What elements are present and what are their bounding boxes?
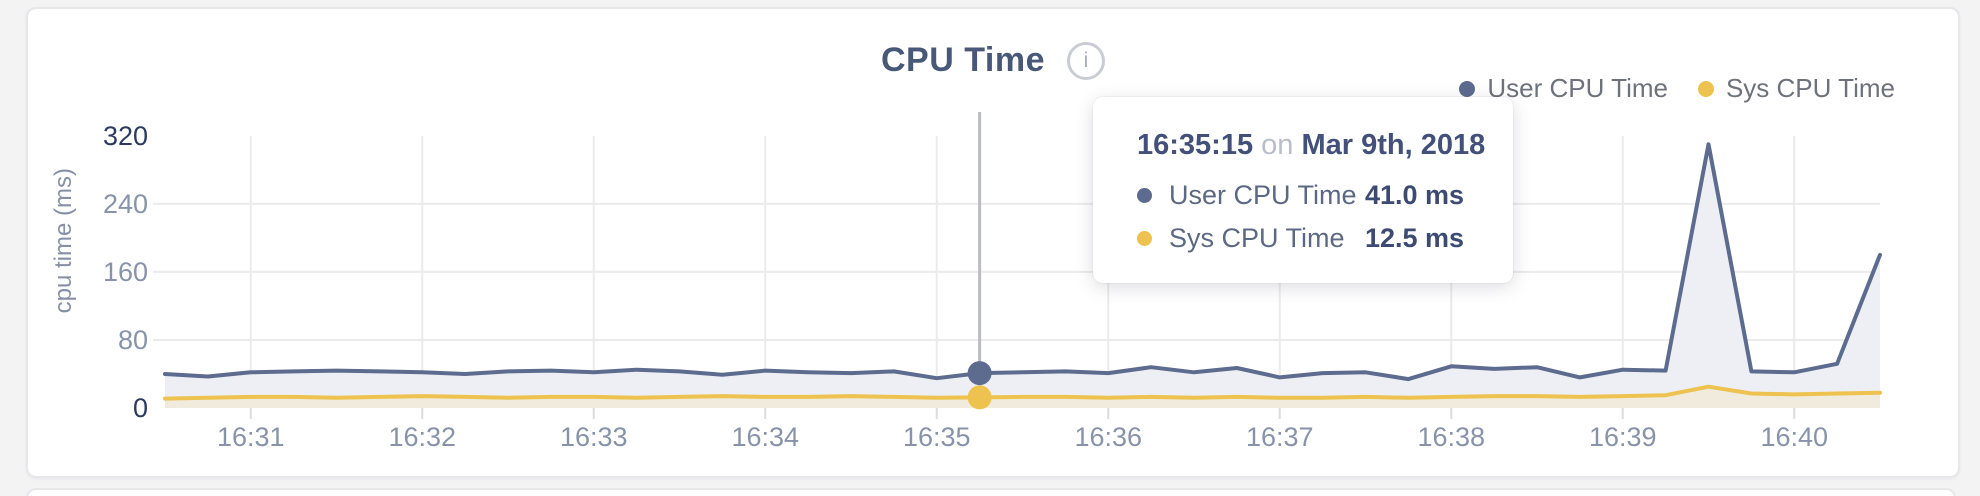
- y-gridlines: [153, 202, 1880, 341]
- tooltip-header: 16:35:15 on Mar 9th, 2018: [1137, 129, 1513, 162]
- sys-cpu-line: [163, 384, 1882, 401]
- x-tick-label: 16:34: [731, 422, 799, 452]
- legend-dot-sys-icon: [1697, 80, 1714, 97]
- x-tick-label: 16:39: [1589, 422, 1657, 452]
- x-tick-label: 16:31: [217, 422, 285, 452]
- tooltip-date: Mar 9th, 2018: [1301, 129, 1486, 161]
- x-axis-labels: 16:31 16:32 16:33 16:34 16:35 16:36 16:37 16:38…: [217, 422, 1828, 452]
- info-icon[interactable]: i: [1066, 41, 1105, 80]
- legend-item-sys-cpu[interactable]: Sys CPU Time: [1697, 73, 1895, 104]
- x-tick-label: 16:33: [560, 422, 628, 452]
- tooltip-row-user: User CPU Time 41.0 ms: [1137, 174, 1513, 217]
- legend-label-sys: Sys CPU Time: [1725, 73, 1895, 103]
- y-tick-label: 0: [133, 393, 148, 423]
- tooltip-value-user: 41.0 ms: [1365, 180, 1465, 210]
- x-tick-label: 16:40: [1760, 422, 1828, 452]
- tooltip-dot-user-icon: [1137, 188, 1152, 203]
- tooltip-time: 16:35:15: [1137, 129, 1254, 161]
- panel-title: CPU Time: [881, 41, 1045, 79]
- x-tick-label: 16:32: [388, 422, 456, 452]
- x-tick-label: 16:35: [903, 422, 971, 452]
- tooltip-label-sys: Sys CPU Time: [1169, 223, 1345, 253]
- y-tick-label: 240: [103, 189, 148, 219]
- tooltip-separator: on: [1261, 129, 1294, 161]
- legend-item-user-cpu[interactable]: User CPU Time: [1459, 73, 1668, 104]
- hover-marker-user: [967, 361, 992, 386]
- x-tick-label: 16:38: [1417, 422, 1485, 452]
- hover-marker-sys: [967, 385, 992, 410]
- chart-tooltip: 16:35:15 on Mar 9th, 2018 User CPU Time …: [1093, 97, 1513, 283]
- tooltip-row-sys: Sys CPU Time 12.5 ms: [1137, 217, 1513, 260]
- legend-dot-user-icon: [1459, 80, 1476, 97]
- tooltip-label-user: User CPU Time: [1169, 180, 1357, 210]
- x-tick-label: 16:36: [1074, 422, 1142, 452]
- legend-label-user: User CPU Time: [1487, 73, 1668, 103]
- user-cpu-area: [165, 144, 1880, 409]
- y-axis-labels: 320 240 160 80 0: [103, 121, 148, 423]
- panel-header: CPU Time i: [28, 41, 1958, 80]
- tooltip-value-sys: 12.5 ms: [1365, 223, 1465, 253]
- y-tick-label: 160: [103, 257, 148, 287]
- tooltip-dot-sys-icon: [1137, 231, 1152, 246]
- y-tick-label: 320: [103, 121, 148, 151]
- x-tick-label: 16:37: [1246, 422, 1314, 452]
- chart-legend: User CPU Time Sys CPU Time: [1459, 73, 1895, 104]
- user-cpu-line: [163, 142, 1882, 382]
- y-tick-label: 80: [118, 325, 148, 355]
